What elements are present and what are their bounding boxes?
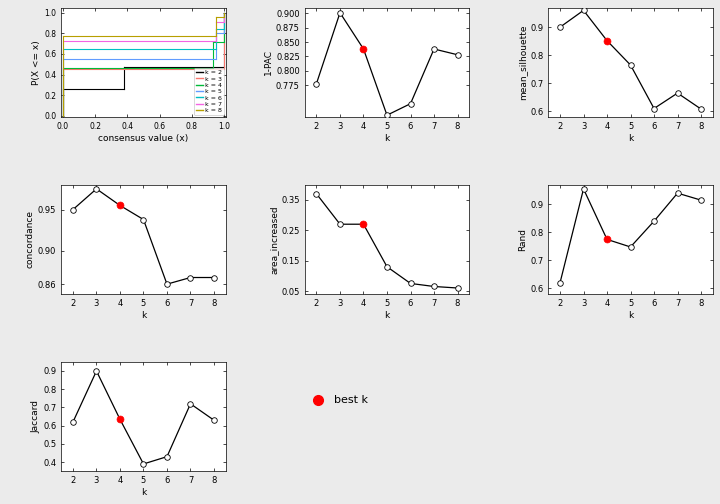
k = 7: [58, 38, 67, 44]
k = 3: [58, 113, 67, 119]
X-axis label: consensus value (x): consensus value (x): [99, 134, 189, 143]
Y-axis label: area_increased: area_increased: [269, 205, 279, 274]
X-axis label: k: k: [384, 134, 390, 143]
k = 6: [58, 46, 67, 52]
Y-axis label: concordance: concordance: [26, 210, 35, 269]
X-axis label: k: k: [628, 134, 633, 143]
Y-axis label: P(X <= x): P(X <= x): [32, 40, 42, 85]
k = 5: [58, 113, 67, 119]
X-axis label: k: k: [141, 311, 146, 320]
X-axis label: k: k: [384, 311, 390, 320]
k = 6: [58, 113, 67, 119]
k = 8: [58, 113, 67, 119]
k = 3: [58, 67, 67, 73]
Y-axis label: mean_silhouette: mean_silhouette: [518, 25, 527, 100]
k = 4: [58, 66, 67, 72]
Y-axis label: 1-PAC: 1-PAC: [264, 49, 273, 75]
X-axis label: k: k: [141, 488, 146, 497]
k = 5: [58, 56, 67, 62]
Y-axis label: Jaccard: Jaccard: [31, 400, 40, 433]
k = 2: [58, 113, 67, 119]
k = 8: [58, 33, 67, 39]
k = 4: [58, 113, 67, 119]
Y-axis label: Rand: Rand: [518, 228, 527, 251]
k = 7: [58, 113, 67, 119]
k = 2: [58, 86, 67, 92]
Text: best k: best k: [334, 395, 369, 405]
X-axis label: k: k: [628, 311, 633, 320]
Legend: k = 2, k = 3, k = 4, k = 5, k = 6, k = 7, k = 8: k = 2, k = 3, k = 4, k = 5, k = 6, k = 7…: [194, 68, 224, 115]
